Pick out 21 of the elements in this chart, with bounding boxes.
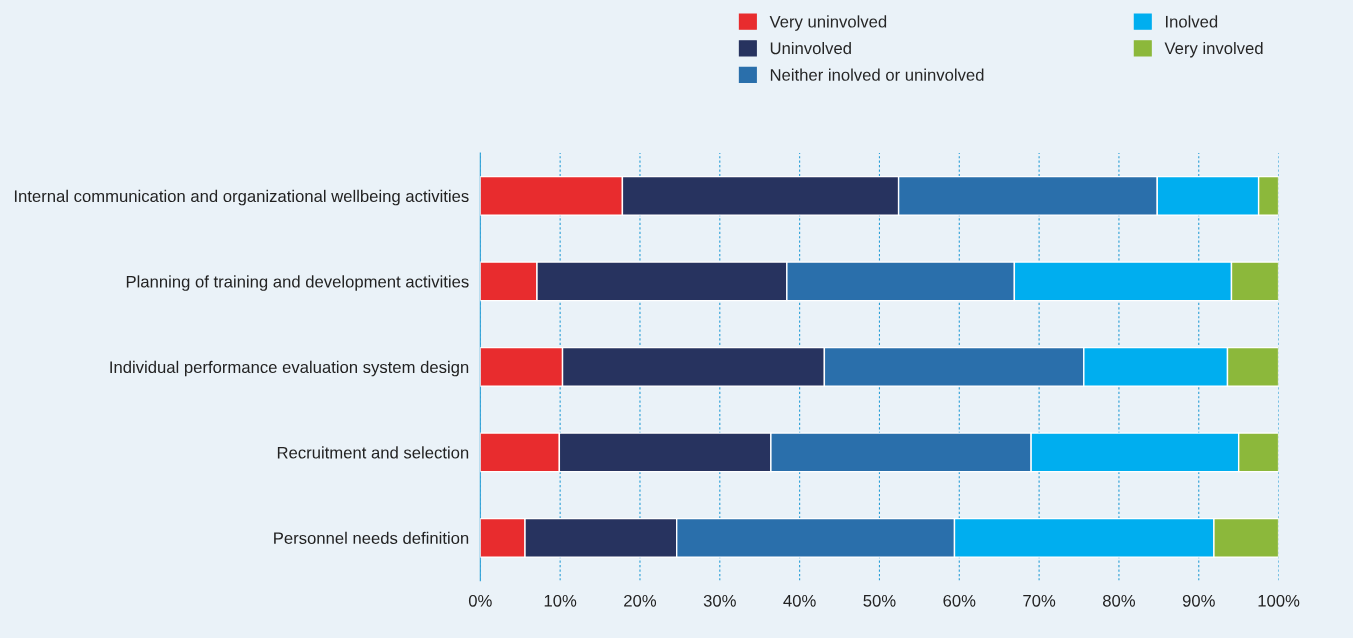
- x-tick-label: 40%: [783, 594, 816, 607]
- x-tick-label: 100%: [1258, 594, 1300, 607]
- y-tick-label: Personnel needs definition: [274, 531, 469, 545]
- legend-label: Very uninvolved: [769, 15, 887, 31]
- x-tick-label: 20%: [624, 594, 657, 607]
- x-tick-label: 60%: [943, 594, 976, 607]
- y-tick-label: Individual performance evaluation system design: [110, 360, 469, 377]
- x-tick-label: 80%: [1102, 594, 1136, 607]
- x-tick-label: 90%: [1182, 594, 1215, 607]
- legend-label: Uninvolved: [770, 41, 851, 55]
- legend-label: Very involved: [1164, 41, 1263, 58]
- y-tick-label: Internal communication and organizational wellbeing activities: [14, 189, 469, 206]
- x-tick-label: 50%: [863, 594, 896, 607]
- x-tick-label: 0%: [468, 594, 492, 607]
- legend-label: Neither inolved or uninvolved: [770, 68, 984, 81]
- y-tick-label: Recruitment and selection: [277, 446, 469, 459]
- x-tick-label: 10%: [544, 594, 577, 607]
- legend-label: Inolved: [1166, 15, 1218, 28]
- y-tick-label: Planning of training and development activities: [126, 275, 469, 291]
- x-tick-label: 30%: [703, 594, 736, 607]
- x-tick-label: 70%: [1023, 594, 1056, 607]
